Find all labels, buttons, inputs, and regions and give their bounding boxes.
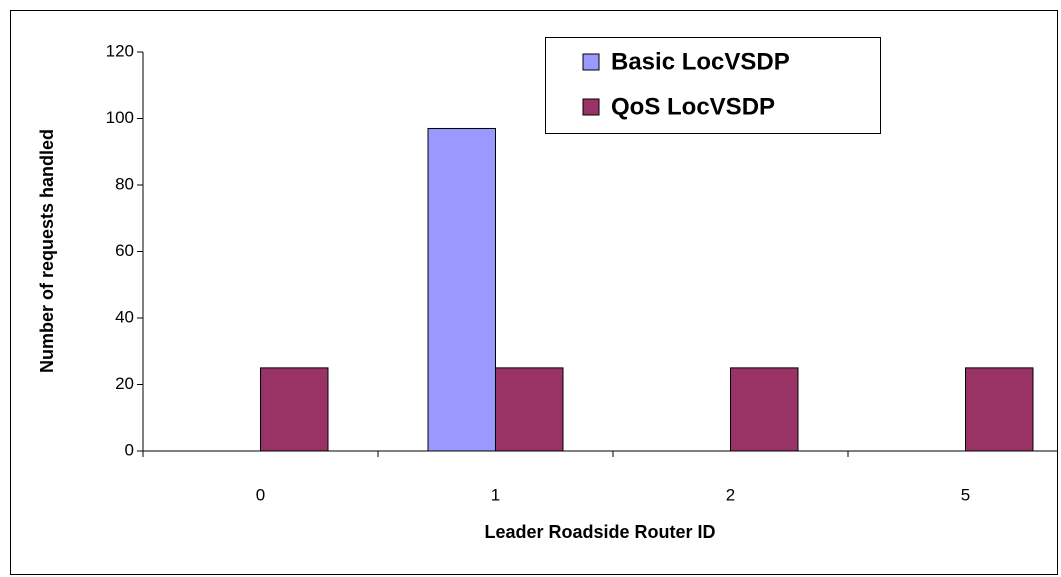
bar [730, 367, 799, 452]
bar [965, 367, 1034, 452]
x-tick-label: 5 [961, 485, 970, 504]
x-tick-label: 1 [491, 485, 500, 504]
y-tick-label: 0 [125, 440, 134, 459]
y-tick-label: 20 [115, 374, 134, 393]
legend-swatch [582, 98, 600, 116]
bar [495, 367, 564, 452]
y-tick-label: 100 [106, 108, 134, 127]
x-tick-label: 0 [256, 485, 265, 504]
x-tick-label: 2 [726, 485, 735, 504]
y-tick-label: 120 [106, 41, 134, 60]
y-tick-label: 60 [115, 241, 134, 260]
legend-label: QoS LocVSDP [611, 93, 775, 120]
y-tick-label: 40 [115, 307, 134, 326]
chart-frame [10, 10, 1058, 575]
bar [260, 367, 329, 452]
bar [427, 127, 496, 452]
y-tick-label: 80 [115, 174, 134, 193]
legend-box [545, 37, 881, 134]
x-axis-title: Leader Roadside Router ID [484, 522, 715, 542]
y-axis-title: Number of requests handled [37, 129, 57, 373]
legend-swatch [582, 53, 600, 71]
legend-label: Basic LocVSDP [611, 48, 790, 75]
